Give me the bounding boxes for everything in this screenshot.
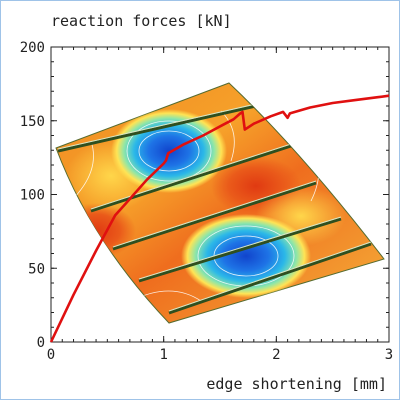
- y-tick-label: 150: [20, 114, 45, 130]
- plate-surface: [55, 82, 385, 324]
- y-tick-label: 100: [20, 188, 45, 204]
- y-tick-label: 200: [20, 40, 45, 56]
- x-tick-label: 1: [159, 347, 167, 363]
- x-axis-label: edge shortening [mm]: [206, 375, 387, 393]
- series-group: [49, 94, 390, 343]
- x-tick-label: 2: [272, 347, 280, 363]
- y-tick-label: 50: [28, 261, 45, 277]
- tick-labels: 0 1 2 3 0 50 100 150 200: [20, 40, 394, 363]
- series-line-0: [49, 94, 390, 343]
- y-tick-label: 0: [37, 335, 45, 351]
- x-tick-label: 3: [385, 347, 393, 363]
- y-axis-label: reaction forces [kN]: [51, 12, 232, 30]
- x-tick-label: 0: [47, 347, 55, 363]
- axis-ticks: [50, 46, 390, 343]
